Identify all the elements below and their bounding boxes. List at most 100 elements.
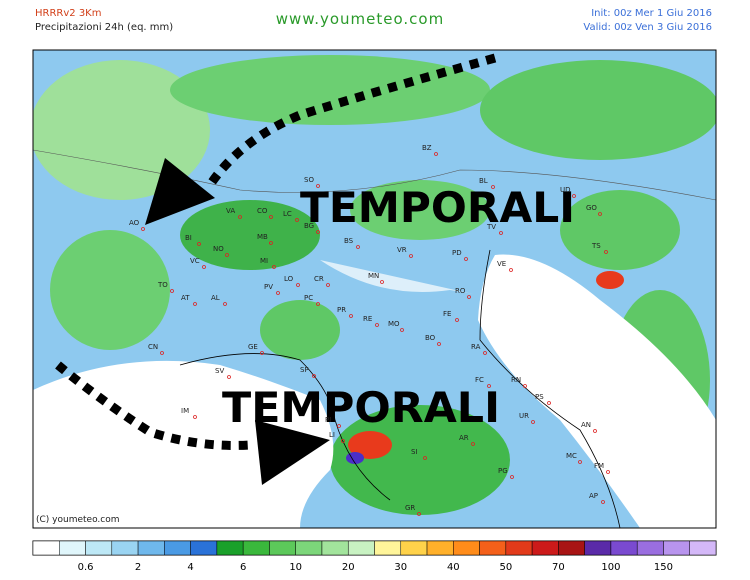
site-label: www.youmeteo.com (276, 10, 444, 28)
city-marker (417, 512, 421, 516)
city-label: CO (257, 207, 268, 215)
city-label: VA (226, 207, 235, 215)
city-marker (593, 429, 597, 433)
color-swatch (216, 540, 244, 556)
city-label: CR (314, 275, 324, 283)
scale-label: 2 (135, 562, 141, 573)
city-marker (225, 253, 229, 257)
city-label: SV (215, 367, 224, 375)
model-label: HRRRv2 3Km (35, 8, 101, 19)
city-label: PV (264, 283, 273, 291)
scale-label: 0.6 (78, 562, 94, 573)
city-marker (455, 318, 459, 322)
color-swatch (558, 540, 585, 556)
city-label: NO (213, 245, 224, 253)
scale-label: 4 (187, 562, 193, 573)
city-marker (295, 218, 299, 222)
city-marker (483, 351, 487, 355)
color-swatch (59, 540, 86, 556)
city-label: BG (304, 222, 314, 230)
city-marker (337, 424, 341, 428)
city-label: PI (325, 416, 331, 424)
city-label: SO (304, 176, 314, 184)
color-swatch (453, 540, 480, 556)
city-label: LI (329, 431, 335, 439)
color-swatch (347, 540, 375, 556)
city-marker (380, 280, 384, 284)
city-label: MB (257, 233, 268, 241)
color-swatch (164, 540, 191, 556)
color-swatch (505, 540, 533, 556)
city-marker (601, 500, 605, 504)
color-swatch (269, 540, 296, 556)
city-marker (223, 302, 227, 306)
city-label: UD (560, 186, 571, 194)
color-swatch (32, 540, 60, 556)
city-label: TO (157, 281, 168, 289)
city-label: UR (519, 412, 529, 420)
city-marker (269, 215, 273, 219)
color-swatch (400, 540, 428, 556)
city-marker (193, 415, 197, 419)
city-label: MO (388, 320, 400, 328)
color-swatch (85, 540, 113, 556)
city-label: TS (591, 242, 601, 250)
scale-label: 40 (447, 562, 460, 573)
city-label: FE (443, 310, 451, 318)
scale-label: 6 (240, 562, 246, 573)
city-marker (316, 230, 320, 234)
city-marker (434, 152, 438, 156)
city-label: AR (459, 434, 469, 442)
init-label: Init: 00z Mer 1 Giu 2016 (591, 8, 712, 19)
city-marker (491, 185, 495, 189)
copyright: (C) youmeteo.com (36, 515, 120, 525)
city-label: RN (511, 376, 521, 384)
city-marker (510, 475, 514, 479)
city-marker (531, 420, 535, 424)
city-label: SI (411, 448, 418, 456)
color-swatch (426, 540, 454, 556)
city-label: CN (148, 343, 158, 351)
color-scale: 0.6 2 4 6 10 20 30 40 50 70 100 150 (32, 540, 717, 573)
city-marker (260, 351, 264, 355)
city-label: PC (304, 294, 313, 302)
city-marker (572, 194, 576, 198)
city-marker (326, 283, 330, 287)
scale-label: 10 (289, 562, 302, 573)
city-label: MC (566, 452, 577, 460)
city-label: RA (471, 343, 481, 351)
city-marker (499, 231, 503, 235)
city-label: AP (589, 492, 598, 500)
city-label: GO (586, 204, 597, 212)
scale-label: 150 (654, 562, 673, 573)
color-swatch (242, 540, 270, 556)
color-swatch (479, 540, 507, 556)
city-marker (606, 470, 610, 474)
city-label: LO (284, 275, 294, 283)
city-label: BZ (422, 144, 432, 152)
city-label: GR (405, 504, 415, 512)
city-marker (193, 302, 197, 306)
city-label: MI (260, 257, 268, 265)
city-marker (547, 401, 551, 405)
color-swatch (610, 540, 638, 556)
scale-label: 50 (499, 562, 512, 573)
city-label: RO (455, 287, 466, 295)
city-marker (409, 254, 413, 258)
annotation: TEMPORALI (300, 183, 575, 232)
color-swatch (111, 540, 139, 556)
city-marker (471, 442, 475, 446)
city-marker (400, 328, 404, 332)
city-marker (296, 283, 300, 287)
city-marker (227, 375, 231, 379)
city-marker (316, 184, 320, 188)
city-marker (276, 291, 280, 295)
city-label: VC (190, 257, 200, 265)
color-swatch (374, 540, 402, 556)
city-marker (437, 342, 441, 346)
city-label: BO (425, 334, 436, 342)
city-marker (356, 245, 360, 249)
color-swatch (584, 540, 612, 556)
city-marker (604, 250, 608, 254)
city-label: FM (594, 462, 604, 470)
